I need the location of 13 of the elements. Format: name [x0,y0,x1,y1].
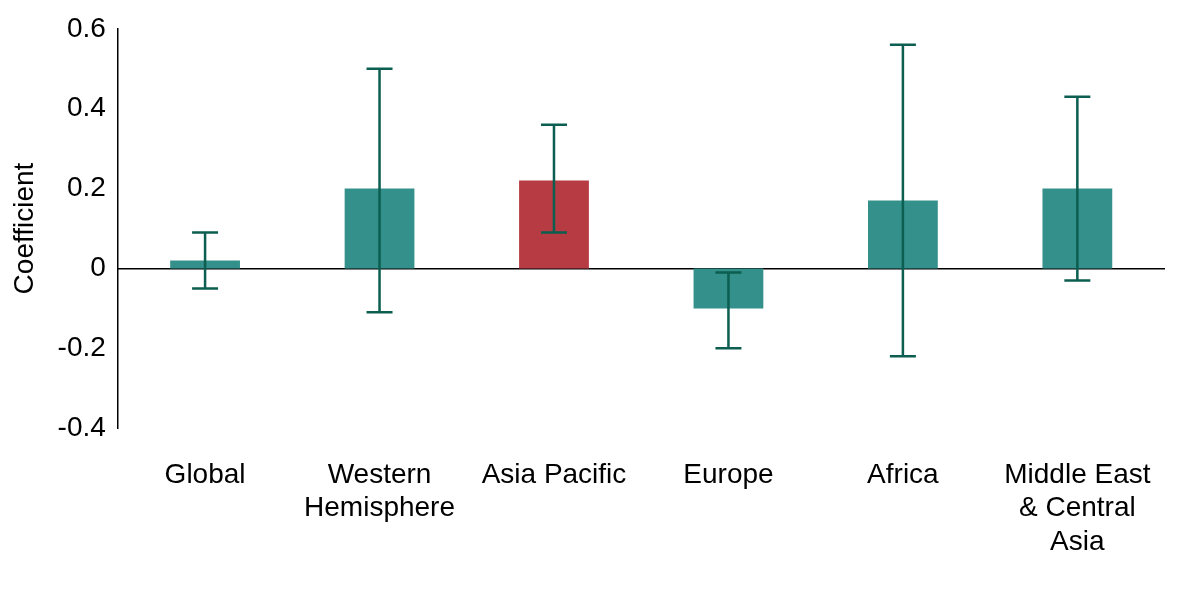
y-tick-label: 0 [90,251,106,283]
y-axis-title: Coefficient [7,162,39,295]
y-tick-label: 0.6 [66,11,106,43]
x-tick-label: Asia Pacific [481,457,627,489]
x-tick-label: Middle East & Central Asia [1004,457,1151,556]
y-tick-label: 0.4 [66,91,106,123]
y-tick-label: 0.2 [66,171,106,203]
x-tick-label: Global [164,457,246,489]
x-tick-label: Africa [867,457,940,489]
x-tick-label: Western Hemisphere [304,457,456,523]
y-tick-label: -0.4 [57,410,106,442]
x-tick-label: Europe [683,457,774,489]
y-tick-label: -0.2 [57,331,106,363]
